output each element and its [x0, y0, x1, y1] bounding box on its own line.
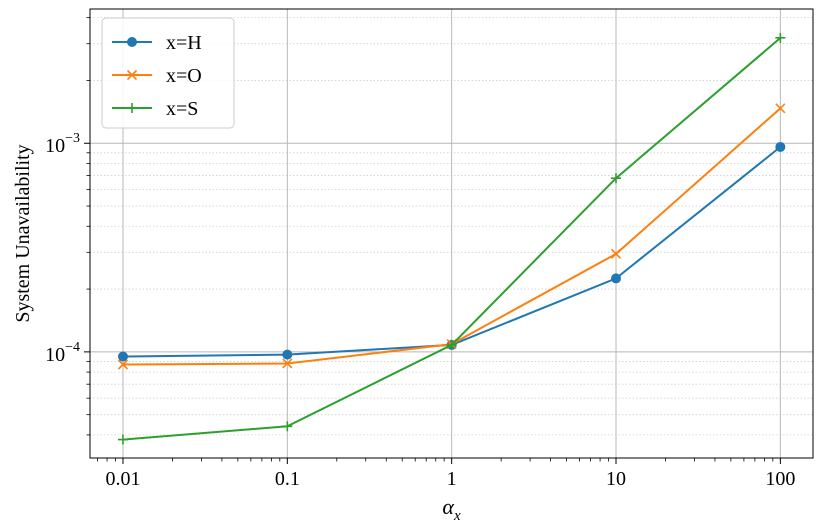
- x-axis-label: αx: [442, 494, 461, 522]
- series-x-s: [117, 32, 786, 445]
- data-point-x-o: [282, 358, 293, 369]
- grid: [90, 9, 813, 458]
- data-point-x-h: [282, 349, 293, 360]
- data-point-x-o: [610, 248, 622, 259]
- y-axis-label: System Unavailability: [12, 144, 34, 322]
- data-point-x-s: [611, 173, 622, 184]
- x-axis-label-symbol: α: [442, 494, 454, 519]
- ticks: 0.01 0.1 1 10 100 10−4 10−3: [45, 17, 795, 490]
- legend-label: x=H: [166, 32, 202, 54]
- data-point-x-o: [775, 103, 786, 114]
- data-point-x-h: [775, 141, 786, 152]
- legend-marker: [127, 103, 137, 113]
- legend-entry-x-s: x=S: [112, 98, 198, 120]
- y-tick-label: 10−4: [45, 340, 80, 366]
- data-point-x-s: [775, 32, 786, 43]
- data-point-x-s: [446, 339, 457, 350]
- legend-label: x=O: [166, 65, 202, 87]
- legend-label: x=S: [166, 98, 198, 120]
- x-tick-label: 1: [447, 468, 457, 490]
- series-layer: [117, 32, 786, 445]
- data-point-x-s: [117, 434, 128, 445]
- legend: x=H x=O x=S: [101, 17, 235, 129]
- legend-marker: [127, 37, 137, 47]
- x-tick-label: 0.1: [275, 468, 300, 490]
- x-tick-label: 100: [765, 468, 795, 490]
- legend-entry-x-o: x=O: [112, 65, 202, 87]
- axis-labels: αx System Unavailability: [12, 144, 461, 524]
- legend-entry-x-h: x=H: [112, 32, 202, 54]
- x-axis-label-subscript: x: [453, 508, 461, 522]
- x-tick-label: 0.01: [105, 468, 140, 490]
- x-tick-label: 10: [606, 468, 626, 490]
- data-point-x-h: [117, 351, 128, 362]
- legend-marker: [126, 69, 138, 81]
- data-point-x-s: [282, 421, 293, 432]
- data-point-x-o: [117, 359, 129, 370]
- y-tick-label: 10−3: [45, 131, 80, 157]
- data-point-x-h: [611, 273, 622, 284]
